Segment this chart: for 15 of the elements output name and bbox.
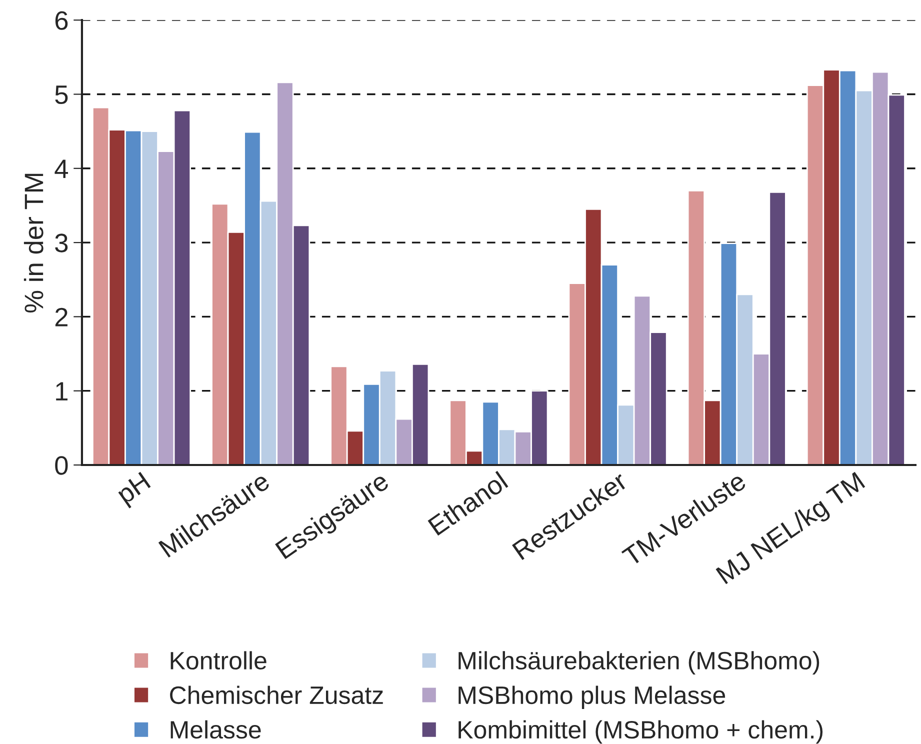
y-tick-label: 6 [55, 11, 68, 30]
y-tick-label: 3 [55, 234, 68, 252]
y-tick-label: 2 [55, 308, 68, 326]
legend-label: Kombimittel (MSBhomo + chem.) [458, 720, 823, 744]
y-tick-label: 4 [54, 160, 68, 178]
legend-label: Chemischer Zusatz [170, 686, 383, 704]
y-tick-label: 1 [56, 382, 68, 400]
y-tick-label: 5 [55, 86, 68, 104]
legend-label: Kontrolle [170, 651, 266, 670]
x-tick-label: pH [116, 472, 154, 508]
legend-label: Melasse [170, 720, 261, 739]
y-axis-title: % in der TM [24, 174, 44, 312]
legend-label: MSBhomo plus Melasse [458, 686, 726, 710]
y-tick-label: 0 [55, 456, 68, 475]
legend-label: Milchsäurebakterien (MSBhomo) [458, 651, 820, 674]
